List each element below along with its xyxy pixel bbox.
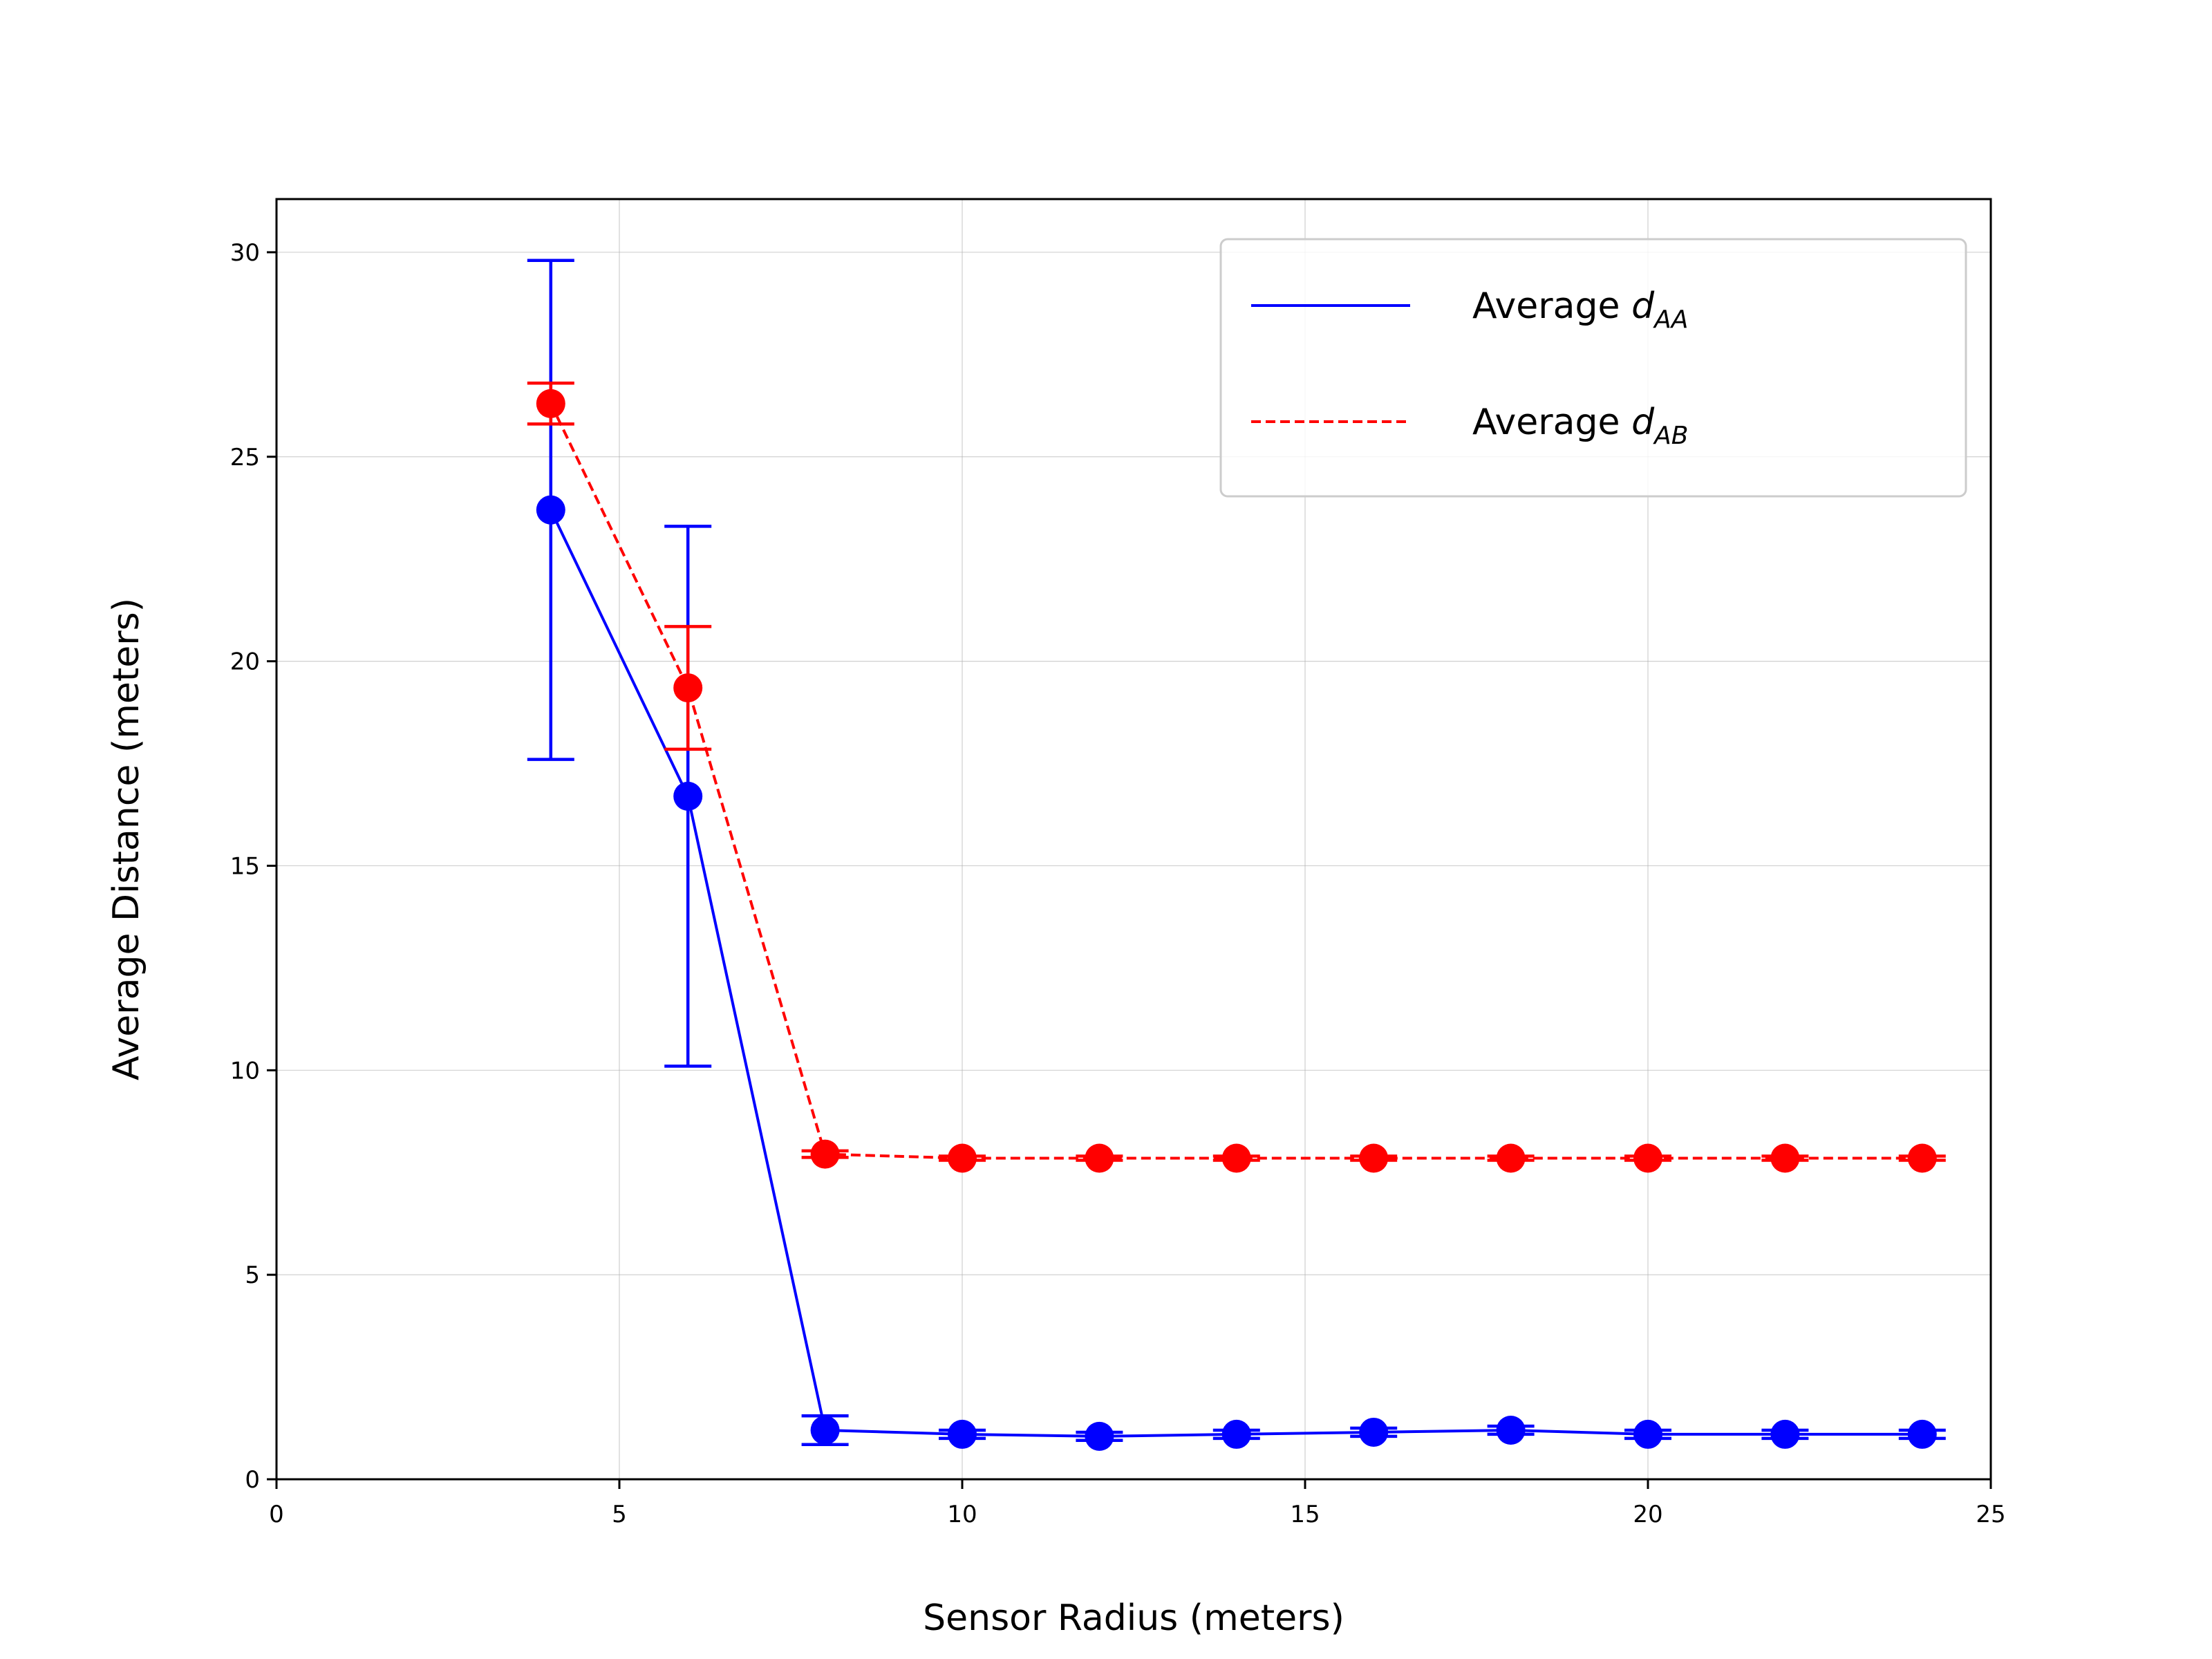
data-point — [1359, 1143, 1389, 1173]
y-tick-label: 0 — [245, 1466, 260, 1494]
data-point — [810, 1415, 840, 1445]
data-point — [1496, 1143, 1526, 1173]
y-tick-label: 5 — [245, 1262, 260, 1289]
y-tick-label: 10 — [230, 1057, 260, 1085]
y-tick-label: 20 — [230, 648, 260, 676]
data-point — [948, 1143, 977, 1173]
data-point — [948, 1419, 977, 1449]
x-tick-label: 25 — [1976, 1501, 2005, 1528]
ticks: 0 5 10 15 20 25 0 5 10 15 20 25 30 — [230, 239, 2006, 1528]
data-point — [1770, 1143, 1800, 1173]
grid — [276, 199, 1991, 1480]
y-tick-label: 15 — [230, 852, 260, 880]
legend-item-AA: Average dAA — [1251, 285, 1688, 334]
legend-box — [1219, 238, 1967, 498]
data-point — [1359, 1417, 1389, 1447]
x-axis-title: Sensor Radius (meters) — [923, 1597, 1344, 1639]
legend-label-base: Average — [1472, 402, 1631, 443]
data-point — [1770, 1419, 1800, 1449]
series-AB — [527, 382, 1946, 1173]
legend-item-AB: Average dAB — [1251, 402, 1688, 450]
legend-label: Average dAA — [1472, 285, 1688, 334]
y-tick-label: 25 — [230, 444, 260, 471]
y-axis-title: Average Distance (meters) — [106, 598, 147, 1080]
data-point — [1907, 1143, 1937, 1173]
legend-label-subscript: AB — [1653, 422, 1688, 450]
series-layer — [527, 259, 1946, 1451]
plot-frame — [275, 198, 1992, 1481]
data-point — [1221, 1419, 1251, 1449]
data-point — [536, 388, 565, 418]
legend-label-variable: d — [1631, 285, 1655, 327]
series-AA — [527, 259, 1946, 1451]
legend-label: Average dAB — [1472, 402, 1688, 450]
legend-label-subscript: AA — [1653, 306, 1688, 334]
data-point — [536, 495, 565, 525]
legend-label-base: Average — [1472, 285, 1631, 327]
data-point — [1633, 1143, 1662, 1173]
data-point — [810, 1139, 840, 1169]
x-tick-label: 10 — [947, 1501, 977, 1528]
data-point — [673, 673, 703, 703]
data-point — [1496, 1415, 1526, 1445]
x-tick-label: 15 — [1290, 1501, 1320, 1528]
data-point — [1085, 1143, 1114, 1173]
data-point — [1907, 1419, 1937, 1449]
data-point — [1633, 1419, 1662, 1449]
x-tick-label: 20 — [1633, 1501, 1662, 1528]
legend-label-variable: d — [1631, 402, 1655, 443]
data-point — [1085, 1421, 1114, 1451]
x-tick-label: 0 — [269, 1501, 284, 1528]
data-point — [673, 781, 703, 811]
data-point — [1221, 1143, 1251, 1173]
x-tick-label: 5 — [612, 1501, 627, 1528]
y-tick-label: 30 — [230, 239, 260, 267]
